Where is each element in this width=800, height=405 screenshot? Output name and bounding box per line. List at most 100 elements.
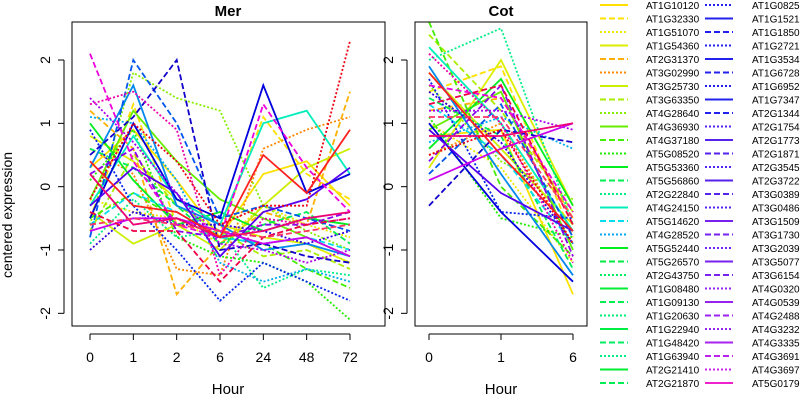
mer-series-line bbox=[89, 90, 351, 278]
legend-label: AT1G22940 bbox=[646, 325, 700, 336]
cot-series-line bbox=[428, 77, 574, 207]
legend-label: AT3G0486 bbox=[752, 204, 800, 215]
legend-label: AT4G3232 bbox=[752, 325, 800, 336]
cot-series-line bbox=[429, 109, 574, 131]
mer-x-axis-label: Hour bbox=[212, 381, 245, 398]
mer-series-line bbox=[89, 128, 351, 239]
legend-label: AT4G0539 bbox=[752, 298, 800, 309]
legend-label: AT1G51070 bbox=[646, 28, 700, 39]
legend-label: AT4G0320 bbox=[752, 285, 800, 296]
legend-label: AT4G24150 bbox=[646, 204, 700, 215]
legend-label: AT5G08520 bbox=[646, 150, 700, 161]
cot-series-line bbox=[428, 84, 574, 226]
legend-label: AT1G48420 bbox=[646, 339, 700, 350]
cot-series-line bbox=[428, 65, 574, 276]
mer-series-line bbox=[89, 153, 351, 270]
mer-series-line bbox=[89, 211, 351, 284]
legend-label: AT3G1509 bbox=[752, 217, 800, 228]
mer-x-tick-label: 24 bbox=[256, 349, 272, 365]
mer-y-tick-label: 2 bbox=[37, 56, 53, 64]
legend-label: AT5G53360 bbox=[646, 163, 700, 174]
legend-label: AT1G10120 bbox=[646, 1, 700, 12]
cot-series-line bbox=[428, 128, 574, 245]
legend-label: AT4G36930 bbox=[646, 123, 700, 134]
legend: AT1G10120 AT1G32330 AT1G51070 AT1G54360 AT2G… bbox=[600, 1, 800, 390]
legend-label: AT2G22840 bbox=[646, 190, 700, 201]
mer-x-tick-label: 1 bbox=[129, 349, 137, 365]
legend-label: AT2G1871 bbox=[752, 150, 800, 161]
cot-y-tick-label: -1 bbox=[380, 244, 396, 257]
legend-label: AT4G3691 bbox=[752, 352, 800, 363]
legend-label: AT4G37180 bbox=[646, 136, 700, 147]
legend-label: AT1G1521 bbox=[752, 15, 800, 26]
cot-x-tick-label: 0 bbox=[425, 349, 433, 365]
cot-series-line bbox=[428, 90, 574, 245]
cot-series-line bbox=[428, 103, 574, 245]
legend-label: AT1G20630 bbox=[646, 312, 700, 323]
mer-x-tick-label: 6 bbox=[216, 349, 224, 365]
legend-label: AT1G08480 bbox=[646, 285, 700, 296]
legend-label: AT2G1344 bbox=[752, 109, 800, 120]
cot-series-line bbox=[428, 122, 574, 245]
mer-x-tick-label: 48 bbox=[299, 349, 315, 365]
mer-y-tick-label: 0 bbox=[37, 183, 53, 191]
mer-series-line bbox=[89, 57, 351, 264]
mer-series-line bbox=[89, 40, 351, 226]
legend-label: AT3G1730 bbox=[752, 231, 800, 242]
cot-series-line bbox=[428, 84, 574, 213]
cot-series-line bbox=[429, 122, 574, 137]
mer-series-line bbox=[89, 116, 351, 283]
mer-plot-frame bbox=[71, 21, 386, 327]
legend-label: AT2G43750 bbox=[646, 271, 700, 282]
mer-series-line bbox=[89, 173, 351, 239]
mer-x-tick-label: 0 bbox=[86, 349, 94, 365]
legend-label: AT4G28520 bbox=[646, 231, 700, 242]
mer-series-line bbox=[89, 129, 351, 239]
legend-label: AT3G5077 bbox=[752, 258, 800, 269]
cot-series-line bbox=[428, 129, 574, 232]
mer-axes: 0 1 2 6 24 48 72 -2 -1 0 1 2 bbox=[37, 56, 358, 365]
mer-panel: Mer centered expression Hour 0 1 2 6 24 48 72 -… bbox=[0, 3, 386, 398]
mer-title: Mer bbox=[215, 3, 242, 20]
legend-label: AT2G21870 bbox=[646, 379, 700, 390]
mer-lines bbox=[89, 40, 351, 321]
legend-label: AT3G63350 bbox=[646, 96, 700, 107]
cot-x-tick-label: 1 bbox=[497, 349, 505, 365]
legend-label: AT2G3545 bbox=[752, 163, 800, 174]
legend-label: AT1G09130 bbox=[646, 298, 700, 309]
cot-panel: Cot Hour 0 1 6 -2 -1 0 1 2 bbox=[380, 3, 588, 398]
legend-label: AT1G54360 bbox=[646, 42, 700, 53]
cot-series-line bbox=[428, 65, 574, 238]
legend-label: AT5G14620 bbox=[646, 217, 700, 228]
legend-label: AT1G0825 bbox=[752, 1, 800, 12]
legend-label: AT4G3335 bbox=[752, 339, 800, 350]
mer-y-tick-label: 1 bbox=[37, 119, 53, 127]
cot-x-axis-label: Hour bbox=[485, 381, 518, 398]
cot-y-tick-label: 1 bbox=[380, 119, 396, 127]
legend-label: AT5G26570 bbox=[646, 258, 700, 269]
cot-y-tick-label: 2 bbox=[380, 56, 396, 64]
mer-x-tick-label: 72 bbox=[342, 349, 358, 365]
legend-label: AT3G0389 bbox=[752, 190, 800, 201]
legend-label: AT3G6154 bbox=[752, 271, 800, 282]
mer-series-line bbox=[89, 129, 351, 302]
legend-label: AT1G2721 bbox=[752, 42, 800, 53]
cot-plot-frame bbox=[414, 21, 588, 327]
legend-label: AT2G1773 bbox=[752, 136, 800, 147]
cot-lines bbox=[428, 21, 574, 295]
mer-y-tick-label: -1 bbox=[37, 244, 53, 257]
mer-series-line bbox=[89, 97, 351, 264]
y-axis-label: centered expression bbox=[0, 152, 15, 278]
cot-series-line bbox=[428, 116, 574, 150]
cot-axes: 0 1 6 -2 -1 0 1 2 bbox=[380, 56, 577, 365]
mer-series-line bbox=[89, 91, 351, 297]
legend-label: AT5G56860 bbox=[646, 177, 700, 188]
legend-label: AT3G02990 bbox=[646, 69, 700, 80]
legend-label: AT1G6952 bbox=[752, 82, 800, 93]
legend-label: AT4G28640 bbox=[646, 109, 700, 120]
legend-label: AT4G3697 bbox=[752, 366, 800, 377]
legend-label: AT2G3722 bbox=[752, 177, 800, 188]
legend-label: AT2G1754 bbox=[752, 123, 800, 134]
